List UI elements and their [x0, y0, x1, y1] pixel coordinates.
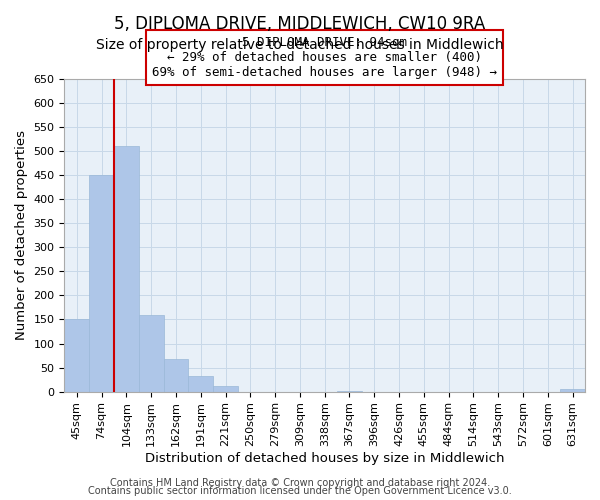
Bar [164, 360, 188, 392]
Text: Size of property relative to detached houses in Middlewich: Size of property relative to detached ho… [96, 38, 504, 52]
Bar [213, 386, 238, 392]
Text: Contains HM Land Registry data © Crown copyright and database right 2024.: Contains HM Land Registry data © Crown c… [110, 478, 490, 488]
Text: Contains public sector information licensed under the Open Government Licence v3: Contains public sector information licen… [88, 486, 512, 496]
Bar [337, 390, 362, 392]
Y-axis label: Number of detached properties: Number of detached properties [15, 130, 28, 340]
Text: 5, DIPLOMA DRIVE, MIDDLEWICH, CW10 9RA: 5, DIPLOMA DRIVE, MIDDLEWICH, CW10 9RA [115, 15, 485, 33]
X-axis label: Distribution of detached houses by size in Middlewich: Distribution of detached houses by size … [145, 452, 505, 465]
Bar [64, 320, 89, 392]
Bar [560, 389, 585, 392]
Bar [139, 314, 164, 392]
Bar [89, 175, 114, 392]
Text: 5 DIPLOMA DRIVE: 94sqm
← 29% of detached houses are smaller (400)
69% of semi-de: 5 DIPLOMA DRIVE: 94sqm ← 29% of detached… [152, 36, 497, 79]
Bar [114, 146, 139, 392]
Bar [188, 376, 213, 392]
